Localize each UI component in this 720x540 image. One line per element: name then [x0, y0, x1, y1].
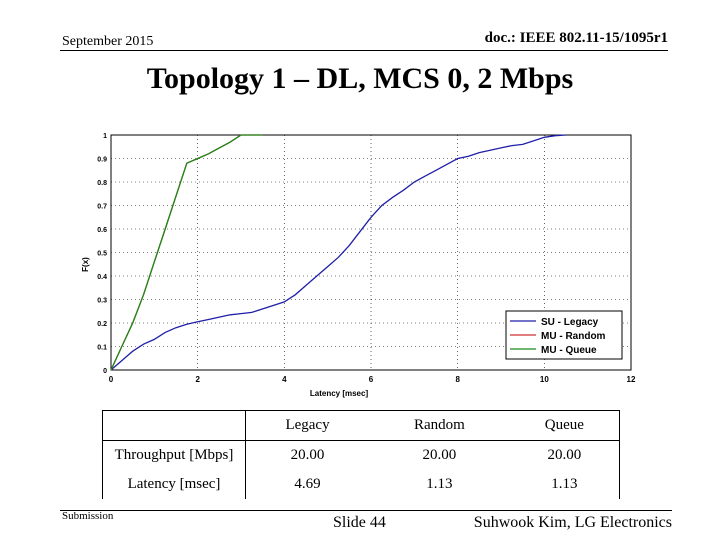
legend-box	[505, 310, 623, 360]
y-tick-label: 0.1	[97, 345, 107, 352]
x-tick-label: 4	[282, 375, 287, 384]
series-line-mu-queue	[110, 134, 263, 371]
table-cell: 1.13	[509, 470, 620, 499]
x-tick-label: 2	[195, 375, 200, 384]
results-table: Legacy Random Queue Throughput [Mbps] 20…	[102, 410, 620, 499]
table-cell: 20.00	[290, 447, 325, 463]
y-tick-label: 0.9	[97, 157, 107, 164]
table-header-row: Legacy Random Queue	[102, 410, 620, 441]
footer-slide-number: Slide 44	[333, 514, 386, 531]
y-tick-label: 0.2	[97, 321, 107, 328]
y-tick-label: 0.5	[97, 251, 107, 258]
legend-label: MU - Random	[541, 331, 606, 342]
series-line-su-legacy	[110, 134, 567, 371]
header-doc-id: doc.: IEEE 802.11-15/1095r1	[484, 30, 668, 46]
row-label: Latency [msec]	[102, 470, 246, 499]
y-axis-label: F(x)	[81, 257, 90, 272]
table-row: Throughput [Mbps] 20.00 20.00 20.00	[102, 440, 620, 470]
header-divider	[60, 50, 668, 51]
x-tick-label: 10	[540, 375, 549, 384]
legend-label: SU - Legacy	[541, 317, 599, 328]
x-axis-label: Latency [msec]	[310, 389, 369, 398]
table-header-cell	[102, 410, 246, 441]
header-date: September 2015	[62, 34, 154, 49]
table-header-cell: Legacy	[245, 410, 370, 441]
y-tick-label: 0.6	[97, 227, 107, 234]
y-tick-label: 0.3	[97, 298, 107, 305]
footer-author: Suhwook Kim, LG Electronics	[473, 514, 672, 531]
legend-label: MU - Queue	[541, 345, 597, 356]
table-cell: 20.00	[422, 447, 457, 463]
y-tick-label: 0.4	[97, 274, 107, 281]
cdf-chart: 0 2 4 6 8 10 12 0 0.1 0.2 0.3 0.4 0.5 0.6 0.7 0.8 0.9 1 La…	[78, 125, 640, 400]
y-tick-label: 0.8	[97, 180, 107, 187]
table-header-cell: Queue	[509, 410, 620, 441]
row-label: Throughput [Mbps]	[102, 440, 246, 470]
footer-divider	[60, 510, 672, 511]
slide-title: Topology 1 – DL, MCS 0, 2 Mbps	[146, 62, 574, 95]
table-cell: 1.13	[426, 476, 453, 492]
footer-submission: Submission	[62, 510, 114, 522]
x-tick-label: 0	[109, 375, 114, 384]
table-row: Latency [msec] 4.69 1.13 1.13	[102, 470, 620, 499]
table-cell: 4.69	[294, 476, 321, 492]
y-tick-label: 0	[103, 368, 107, 375]
x-tick-label: 12	[627, 375, 636, 384]
x-tick-label: 6	[369, 375, 374, 384]
y-tick-label: 1	[103, 133, 107, 140]
x-tick-label: 8	[455, 375, 460, 384]
table-header-cell: Random	[369, 410, 510, 441]
chart-svg: 0 2 4 6 8 10 12 0 0.1 0.2 0.3 0.4 0.5 0.6 0.7 0.8 0.9 1 La…	[81, 133, 636, 398]
table-cell: 20.00	[509, 440, 620, 470]
y-tick-label: 0.7	[97, 204, 107, 211]
